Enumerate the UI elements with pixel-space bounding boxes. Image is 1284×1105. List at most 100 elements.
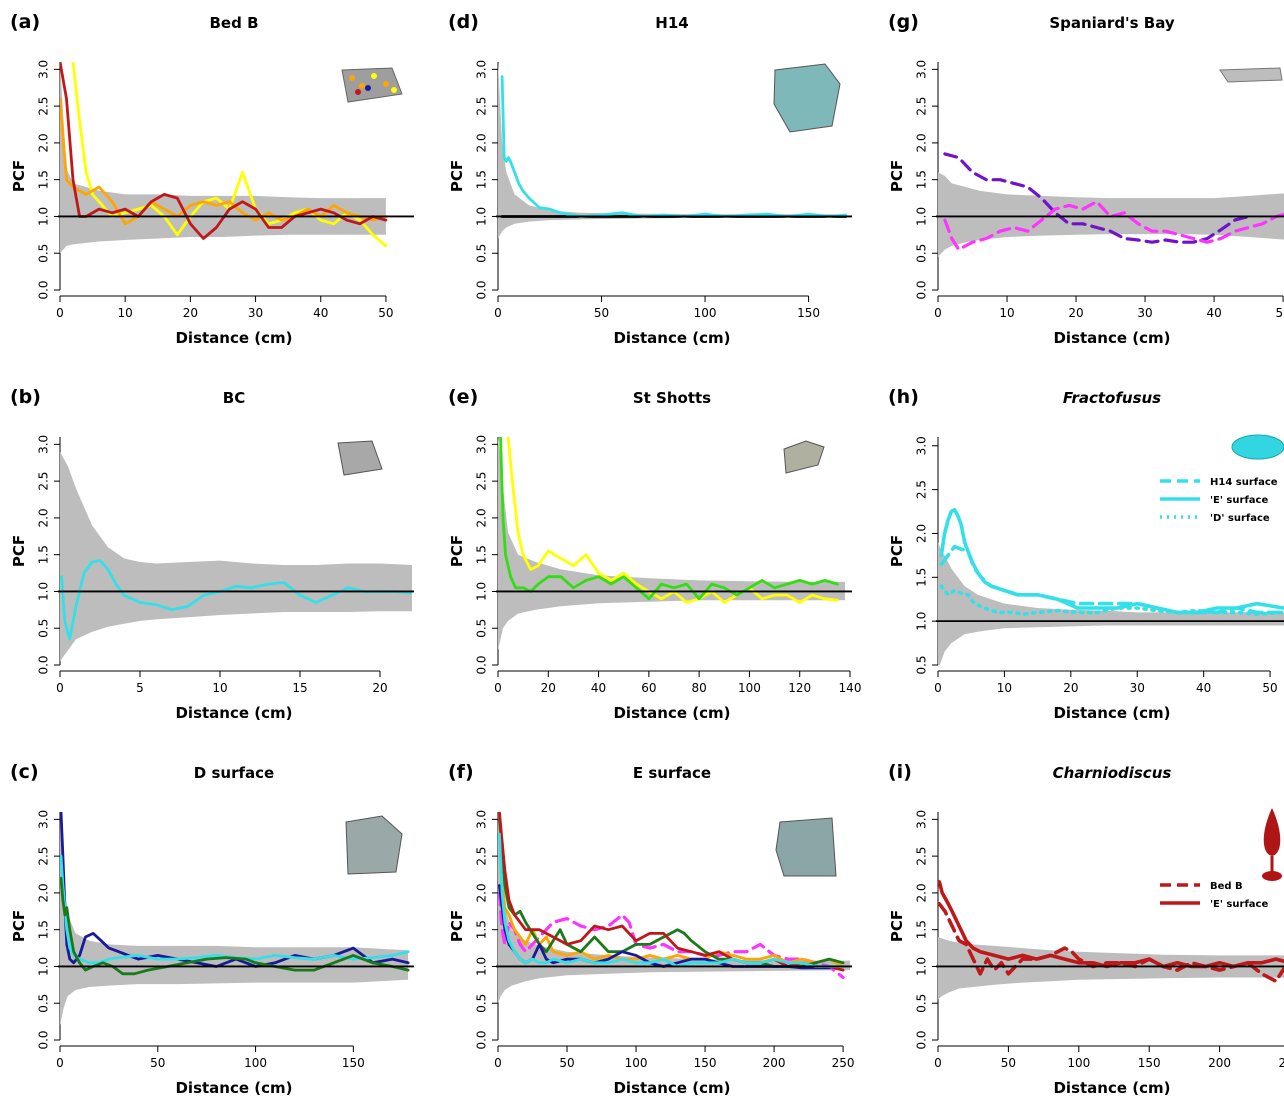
y-axis-label: PCF — [10, 910, 28, 942]
panel-label: (a) — [10, 11, 40, 33]
series-line — [943, 152, 1251, 244]
plot-area — [498, 812, 850, 1004]
y-tick-label: 1.5 — [37, 170, 51, 189]
series-line — [60, 854, 410, 965]
series-line — [943, 200, 1284, 252]
chart-title: Fractofusus — [1063, 389, 1161, 407]
x-axis-label: Distance (cm) — [613, 329, 730, 347]
x-tick-label: 100 — [1067, 1056, 1090, 1070]
y-tick-label: 3.0 — [475, 810, 489, 829]
series-line — [60, 97, 388, 226]
y-tick-label: 0.0 — [475, 1030, 489, 1049]
series-line — [499, 437, 839, 601]
surface-thumbnail — [775, 817, 837, 877]
y-tick-label: 0.0 — [37, 1030, 51, 1049]
x-tick-label: 140 — [839, 681, 862, 695]
chart-title: Charniodiscus — [1053, 764, 1172, 782]
legend-label: Bed B — [1210, 881, 1243, 892]
x-tick-label: 50 — [150, 1056, 165, 1070]
y-tick-label: 0.5 — [475, 244, 489, 263]
y-tick-label: 0.5 — [37, 994, 51, 1013]
y-tick-label: 0.5 — [915, 244, 929, 263]
x-tick-label: 0 — [494, 681, 502, 695]
panel-label: (d) — [448, 11, 479, 33]
simulation-envelope — [938, 172, 1284, 257]
y-tick-label: 0.0 — [915, 1030, 929, 1049]
y-tick-label: 2.0 — [37, 883, 51, 902]
y-tick-label: 3.0 — [37, 810, 51, 829]
y-tick-label: 1.0 — [37, 582, 51, 601]
y-tick-label: 1.5 — [915, 568, 929, 587]
x-tick-label: 120 — [788, 681, 811, 695]
y-tick-label: 1.5 — [475, 170, 489, 189]
x-tick-label: 150 — [694, 1056, 717, 1070]
x-tick-label: 10 — [997, 681, 1012, 695]
y-tick-label: 2.5 — [37, 472, 51, 491]
y-tick-label: 1.0 — [915, 957, 929, 976]
chart-title: St Shotts — [633, 389, 711, 407]
x-tick-label: 20 — [372, 681, 387, 695]
chart-title: H14 — [655, 14, 688, 32]
y-tick-label: 2.5 — [37, 847, 51, 866]
series-line — [506, 437, 839, 604]
x-axis-label: Distance (cm) — [175, 1079, 292, 1097]
x-tick-label: 50 — [594, 306, 609, 320]
x-tick-label: 20 — [541, 681, 556, 695]
chart-panel: (b) BC 0.0 0.5 1.0 1.5 2.0 2.5 3.0 0 5 10 15 20 Distan… — [10, 386, 414, 722]
y-tick-label: 0.0 — [37, 280, 51, 299]
y-tick-label: 3.0 — [37, 60, 51, 79]
y-tick-label: 3.0 — [37, 435, 51, 454]
surface-thumbnail — [1262, 808, 1282, 881]
x-tick-label: 30 — [1137, 306, 1152, 320]
y-tick-label: 2.0 — [475, 508, 489, 527]
y-tick-label: 0.5 — [37, 619, 51, 638]
x-tick-label: 30 — [1130, 681, 1145, 695]
x-tick-label: 50 — [1275, 306, 1284, 320]
y-tick-label: 0.0 — [475, 655, 489, 674]
series-line — [498, 891, 845, 980]
simulation-envelope — [938, 542, 1284, 665]
series-line — [939, 508, 1284, 615]
x-tick-label: 20 — [183, 306, 198, 320]
series-line — [938, 902, 1284, 983]
x-tick-label: 150 — [1138, 1056, 1161, 1070]
y-tick-label: 1.5 — [475, 920, 489, 939]
chart-panel: (d) H14 0.0 0.5 1.0 1.5 2.0 2.5 3.0 0 50 100 150 Dist… — [448, 11, 852, 347]
y-axis-label: PCF — [448, 160, 466, 192]
chart-panel: (i) Charniodiscus 0.0 0.5 1.0 1.5 2.0 2.5 3.0 0 50… — [888, 761, 1284, 1097]
x-tick-label: 100 — [244, 1056, 267, 1070]
x-tick-label: 200 — [1208, 1056, 1231, 1070]
x-axis-label: Distance (cm) — [613, 704, 730, 722]
simulation-envelope — [938, 937, 1284, 1000]
x-tick-label: 50 — [378, 306, 393, 320]
plot-area — [938, 880, 1284, 1000]
y-tick-label: 1.0 — [475, 957, 489, 976]
x-tick-label: 100 — [738, 681, 761, 695]
simulation-envelope — [60, 451, 412, 662]
y-tick-label: 0.5 — [915, 994, 929, 1013]
x-tick-label: 100 — [694, 306, 717, 320]
x-tick-label: 250 — [832, 1056, 855, 1070]
x-tick-label: 0 — [934, 306, 942, 320]
x-tick-label: 200 — [763, 1056, 786, 1070]
y-tick-label: 2.5 — [475, 472, 489, 491]
chart-panel: (e) St Shotts 0.0 0.5 1.0 1.5 2.0 2.5 3.0 0 20 40 60… — [448, 386, 861, 722]
x-tick-label: 0 — [934, 681, 942, 695]
x-tick-label: 10 — [212, 681, 227, 695]
surface-thumbnail — [783, 440, 825, 474]
series-line — [60, 62, 388, 240]
series-line — [939, 584, 1284, 616]
y-tick-label: 1.5 — [37, 545, 51, 564]
y-tick-label: 1.0 — [475, 207, 489, 226]
plot-area — [498, 437, 845, 651]
y-axis-label: PCF — [448, 535, 466, 567]
x-tick-label: 100 — [625, 1056, 648, 1070]
y-tick-label: 0.5 — [475, 994, 489, 1013]
y-tick-label: 2.0 — [915, 883, 929, 902]
x-tick-label: 150 — [797, 306, 820, 320]
legend-label: 'D' surface — [1210, 513, 1270, 524]
plot-area — [938, 152, 1284, 257]
panel-label: (h) — [888, 386, 919, 408]
y-tick-label: 1.0 — [915, 612, 929, 631]
y-tick-label: 2.0 — [37, 133, 51, 152]
